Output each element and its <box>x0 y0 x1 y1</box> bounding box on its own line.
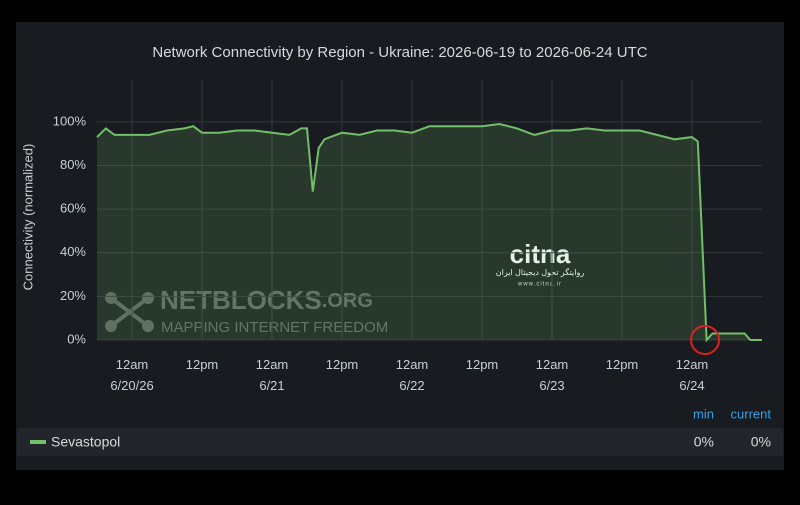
x-tick-label-line: 12pm <box>186 357 219 372</box>
legend-column-header: min <box>693 406 714 421</box>
netblocks-tagline: MAPPING INTERNET FREEDOM <box>161 319 388 336</box>
highlight-circle <box>690 325 720 355</box>
y-tick-label: 100% <box>53 113 87 128</box>
x-tick-label-line: 6/22 <box>399 378 424 393</box>
x-tick-label-line: 12am <box>396 357 429 372</box>
x-tick-label-line: 6/20/26 <box>110 378 153 393</box>
x-tick-label: 12pm <box>606 357 639 372</box>
legend-label: Sevastopol <box>51 434 120 450</box>
chart-title: Network Connectivity by Region - Ukraine… <box>152 44 647 61</box>
legend-swatch <box>30 440 46 444</box>
legend-row <box>17 428 783 456</box>
y-tick-label: 20% <box>60 288 86 303</box>
netblocks-text: NETBLOCKS.ORG <box>160 285 373 315</box>
x-tick-label-line: 6/21 <box>259 378 284 393</box>
watermarks: NETBLOCKS.ORG MAPPING INTERNET FREEDOM <box>105 285 388 336</box>
legend-column-header: current <box>731 406 772 421</box>
legend: Sevastopol min 0% current 0% <box>30 406 772 450</box>
x-tick-label: 12am 6/21 <box>256 357 289 393</box>
x-tick-label-line: 12am <box>116 357 149 372</box>
series-line <box>96 122 762 343</box>
x-tick-label-line: 12pm <box>466 357 499 372</box>
legend-stat: 0% <box>694 434 714 450</box>
logo-line <box>109 296 150 328</box>
x-tick-label: 12am 6/24 <box>676 357 709 393</box>
x-tick-label-line: 12am <box>676 357 709 372</box>
panel <box>16 22 784 470</box>
x-tick-label: 12am 6/23 <box>536 357 569 393</box>
area-fill <box>97 124 762 340</box>
x-tick-label-line: 6/23 <box>539 378 564 393</box>
x-tick-label-line: 6/24 <box>679 378 704 393</box>
x-tick-label-line: 12pm <box>326 357 359 372</box>
netblocks-suffix: .ORG <box>322 290 373 312</box>
y-tick-label: 80% <box>60 157 86 172</box>
x-tick-label: 12pm <box>466 357 499 372</box>
citna-url: www.citna.ir <box>517 282 562 288</box>
x-tick-label: 12am 6/22 <box>396 357 429 393</box>
y-tick-label: 40% <box>60 244 86 259</box>
x-tick-label: 12pm <box>186 357 219 372</box>
y-tick-label: 0% <box>67 331 86 346</box>
x-tick-label: 12am 6/20/26 <box>110 357 153 393</box>
y-axis-label: Connectivity (normalized) <box>20 144 35 291</box>
citna-logo: citna <box>510 239 571 269</box>
y-tick-label: 60% <box>60 201 86 216</box>
legend-stat: 0% <box>751 434 771 450</box>
x-tick-label-line: 12am <box>256 357 289 372</box>
netblocks-name: NETBLOCKS <box>160 285 322 315</box>
plot: 0% 20% 40% 60% 80% 100% 12am 6/20/26 12pm 12am 6/2… <box>53 80 762 393</box>
citna-tagline: روایتگر تحول دیجیتال ایران <box>496 267 585 277</box>
x-tick-label: 12pm <box>326 357 359 372</box>
x-tick-label-line: 12pm <box>606 357 639 372</box>
x-tick-label-line: 12am <box>536 357 569 372</box>
